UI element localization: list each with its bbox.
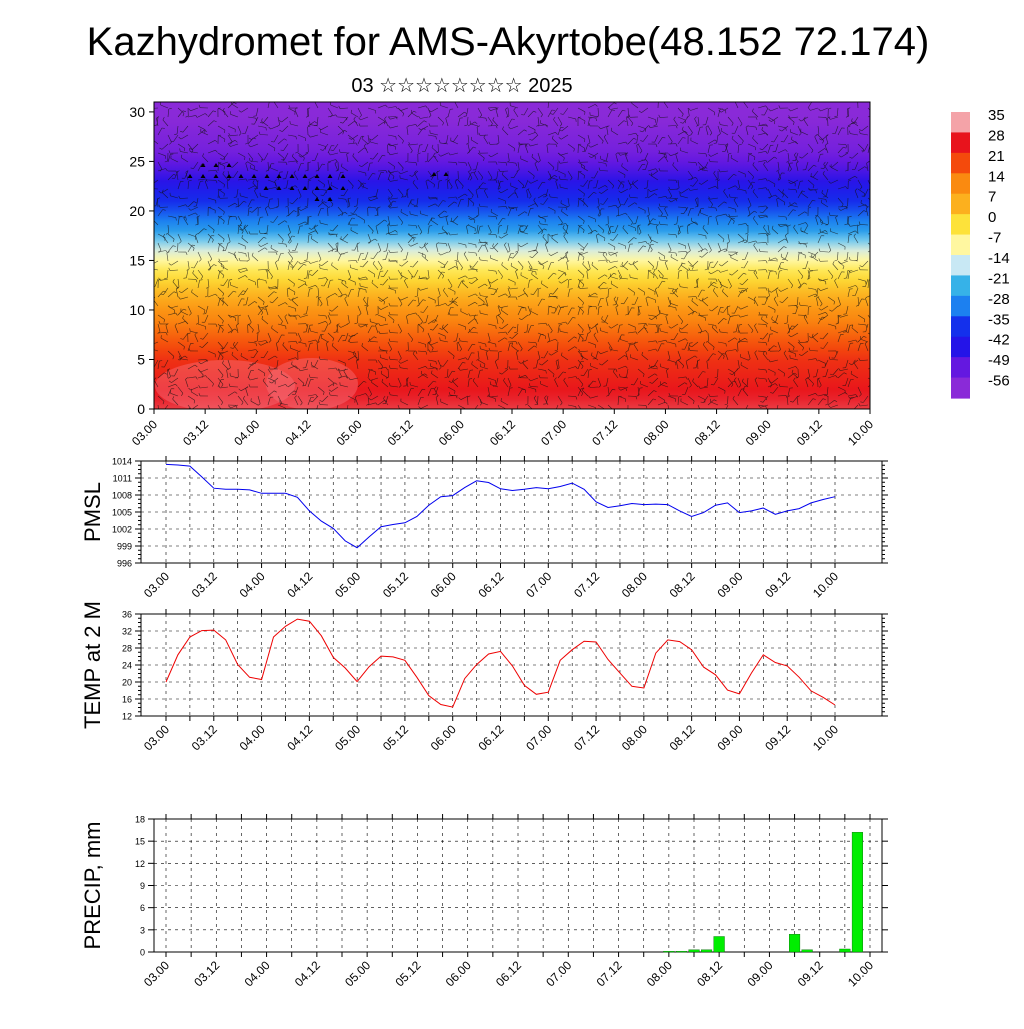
x-tick-label: 06.12 xyxy=(487,417,518,448)
wind-barb-flag xyxy=(625,413,628,414)
colorbar-label: 35 xyxy=(988,107,1005,124)
y-tick-label: 0 xyxy=(137,401,145,417)
wind-barb-flag xyxy=(613,411,614,414)
y-tick-label: 10 xyxy=(129,302,145,318)
wind-barb-flag xyxy=(344,413,347,414)
x-tick-label: 03.00 xyxy=(129,417,160,448)
wind-barb-flag xyxy=(735,99,737,101)
wind-barb-flag xyxy=(872,114,873,117)
colorbar-swatch xyxy=(951,255,970,276)
wind-barb-flag xyxy=(875,248,877,250)
wind-barb-flag xyxy=(149,183,152,185)
wind-barb-flag xyxy=(658,99,661,100)
wind-barb-flag xyxy=(850,410,853,411)
wind-barb-flag xyxy=(876,233,878,236)
wind-barb-flag xyxy=(454,99,456,101)
cross-section-panel: 0 5 10 15 20 25 30 03.00 03.12 04.00 04.12 05.00 05.… xyxy=(129,99,878,449)
y-tick-label: 20 xyxy=(129,203,145,219)
wind-barb-flag xyxy=(874,382,875,385)
wind-barb-flag xyxy=(875,158,877,160)
colorbar-swatch xyxy=(951,337,970,358)
x-tick-label: 10.00 xyxy=(845,417,876,448)
wind-barb-flag xyxy=(209,412,211,414)
x-tick-label: 09.12 xyxy=(794,417,825,448)
colorbar-label: 0 xyxy=(988,209,996,226)
wind-barb-flag xyxy=(160,411,163,412)
wind-barb-flag xyxy=(870,322,872,324)
wind-barb-flag xyxy=(149,343,151,345)
x-tick-label: 06.00 xyxy=(436,417,467,448)
y-tick-label: 25 xyxy=(129,153,145,169)
colorbar-label: 21 xyxy=(988,148,1005,165)
y-tick-label: 30 xyxy=(129,104,145,120)
wind-barb-flag xyxy=(274,99,276,101)
colorbar-swatch xyxy=(951,378,970,399)
colorbar-swatch xyxy=(951,316,970,337)
wind-barb-flag xyxy=(858,99,861,100)
y-tick-label: 5 xyxy=(137,351,145,367)
wind-barb-flag xyxy=(875,292,878,294)
colorbar-swatch xyxy=(951,153,970,174)
wind-barb-flag xyxy=(150,266,151,269)
wind-barb-flag xyxy=(875,114,877,116)
wind-barb-flag xyxy=(873,203,874,206)
wind-barb-flag xyxy=(314,99,316,101)
wind-barb-flag xyxy=(513,413,516,414)
colorbar-swatch xyxy=(951,132,970,153)
colorbar-label: 28 xyxy=(988,127,1005,144)
wind-barb-flag xyxy=(149,106,150,109)
wind-barb-flag xyxy=(157,413,160,415)
wind-barb-flag xyxy=(221,412,223,415)
y-tick-label: 15 xyxy=(129,252,145,268)
wind-barb-flag xyxy=(533,411,534,414)
wind-barb-flag xyxy=(581,412,583,415)
colorbar-swatch xyxy=(951,112,970,133)
colorbar-label: 14 xyxy=(988,168,1005,185)
wind-barb-flag xyxy=(191,411,193,414)
wind-barb-flag xyxy=(663,99,665,101)
chart-title: Kazhydromet for AMS-Akyrtobe(48.152 72.1… xyxy=(87,20,930,64)
wind-barb-flag xyxy=(874,337,875,340)
x-tick-label: 09.00 xyxy=(743,417,774,448)
wind-barb-flag xyxy=(149,186,150,189)
colorbar-swatch xyxy=(951,235,970,256)
wind-barb-flag xyxy=(549,99,552,100)
wind-barb-flag xyxy=(873,248,874,251)
colorbar-swatch xyxy=(951,173,970,194)
x-tick-label: 04.12 xyxy=(282,417,313,448)
chart-subtitle: 03 ☆☆☆☆☆☆☆☆ 2025 xyxy=(351,75,572,97)
wind-barb-flag xyxy=(874,382,877,383)
x-tick-label: 03.12 xyxy=(180,417,211,448)
colorbar-swatch xyxy=(951,296,970,317)
colorbar-swatch xyxy=(951,214,970,235)
x-tick-label: 05.12 xyxy=(385,417,416,448)
wind-barb-flag xyxy=(667,413,670,415)
temperature-field xyxy=(154,102,870,409)
colorbar-swatch xyxy=(951,194,970,215)
colorbar-label: 7 xyxy=(988,189,996,206)
wind-barb-flag xyxy=(152,136,153,139)
wind-barb-flag xyxy=(699,412,701,414)
wind-barb-flag xyxy=(604,409,605,412)
colorbar-label: -7 xyxy=(988,230,1001,247)
x-tick-label: 05.00 xyxy=(334,417,365,448)
wind-barb-flag xyxy=(470,411,473,412)
x-tick-label: 07.00 xyxy=(538,417,569,448)
wind-barb-flag xyxy=(399,413,401,415)
x-tick-label: 04.00 xyxy=(231,417,262,448)
wind-barb-flag xyxy=(149,263,151,265)
x-tick-label: 07.12 xyxy=(589,417,620,448)
x-tick-label: 08.00 xyxy=(640,417,671,448)
x-tick-label: 08.12 xyxy=(692,417,723,448)
wind-barb-flag xyxy=(743,99,745,102)
colorbar-swatch xyxy=(951,275,970,296)
wind-barb-flag xyxy=(270,100,273,101)
wind-barb-flag xyxy=(876,367,878,369)
colorbar-swatch xyxy=(951,357,970,378)
